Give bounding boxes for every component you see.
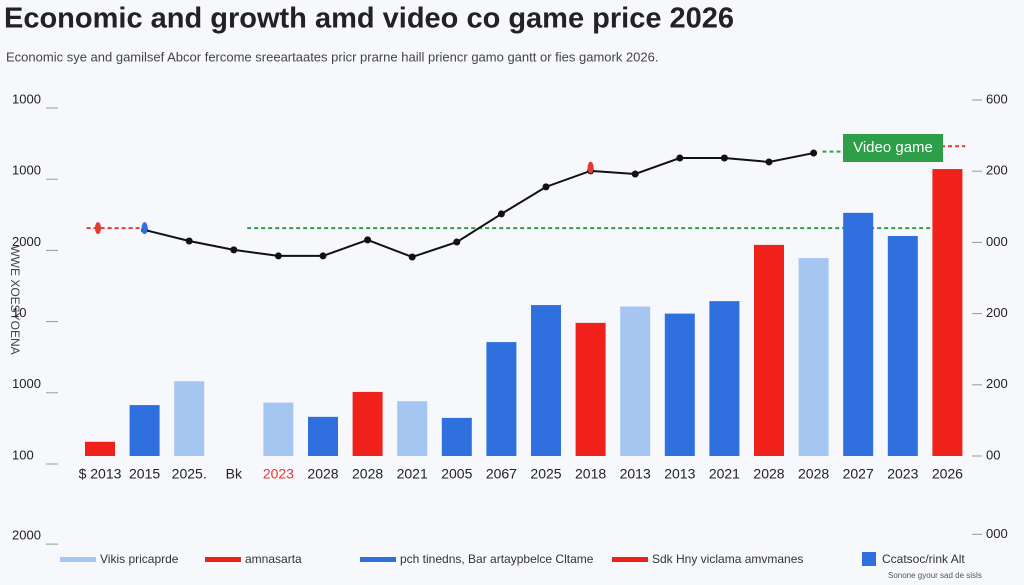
line-point: [364, 236, 372, 244]
x-tick-label: 2021: [397, 466, 428, 482]
line-point: [185, 237, 193, 245]
x-tick-label: 2027: [843, 466, 874, 482]
x-tick-label: 2025.: [172, 466, 207, 482]
y-tick-label: 100: [12, 447, 34, 462]
x-tick-label: 2067: [486, 466, 517, 482]
bar: [887, 235, 918, 456]
bar: [174, 381, 205, 456]
x-tick-label: 2026: [932, 466, 963, 482]
x-tick-label: $ 2013: [79, 466, 122, 482]
line-point: [497, 210, 505, 218]
x-tick-label: 2005: [441, 466, 472, 482]
y2-tick-label: 200: [986, 163, 1008, 178]
line-point: [765, 158, 773, 166]
bar: [263, 402, 294, 456]
x-tick-label: 2028: [753, 466, 784, 482]
line-point: [631, 170, 639, 178]
y-tick-label: 2000: [12, 234, 41, 249]
legend-label: Ccatsoc/rink Alt: [882, 552, 965, 566]
bar: [932, 169, 963, 456]
y2-tick-label: 600: [986, 91, 1008, 106]
line-point: [720, 154, 728, 162]
y-axis-label: WWE XOESYOENA: [8, 245, 22, 354]
y2-tick-label: 000: [986, 234, 1008, 249]
y-tick-label: 1000: [12, 376, 41, 391]
line-point: [408, 253, 416, 261]
legend-swatch: [205, 557, 241, 562]
bar: [129, 405, 160, 456]
y2-tick-label: 000: [986, 526, 1008, 541]
y-tick-label: 10: [12, 305, 26, 320]
marker: [95, 222, 101, 235]
x-tick-label: 2028: [352, 466, 383, 482]
y2-tick-label: 200: [986, 305, 1008, 320]
line-point: [453, 238, 461, 246]
legend-label: Vikis pricaprde: [100, 552, 179, 566]
line-point: [676, 154, 684, 162]
legend-label: Sdk Hny viclama amvmanes: [652, 552, 803, 566]
y2-tick-label: 200: [986, 376, 1008, 391]
bar: [575, 322, 606, 456]
legend-note: Sonone gyour sad de sisls: [888, 571, 982, 580]
x-tick-label: 2025: [530, 466, 561, 482]
x-tick-label: 2013: [620, 466, 651, 482]
y-tick-label: 1000: [12, 163, 41, 178]
line-point: [542, 183, 550, 191]
bar: [397, 401, 428, 456]
chart-title: Economic and growth amd video co game pr…: [4, 3, 734, 35]
bar: [620, 306, 651, 456]
x-tick-label: 2018: [575, 466, 606, 482]
bar: [308, 416, 338, 456]
marker: [141, 222, 148, 235]
bar: [798, 258, 829, 456]
bar: [754, 244, 784, 456]
bar: [85, 441, 115, 456]
legend-swatch: [612, 557, 648, 562]
y2-tick-label: 00: [986, 447, 1000, 462]
annotation: Video game: [853, 139, 933, 156]
marker: [587, 161, 594, 174]
bar: [843, 212, 874, 456]
bar: [664, 313, 695, 456]
bar: [352, 391, 383, 456]
legend-label: pch tinedns, Bar artaypbelce Cltame: [400, 552, 594, 566]
x-tick-label: 2028: [307, 466, 338, 482]
line-point: [274, 252, 282, 260]
bar: [441, 417, 472, 456]
line: [144, 152, 814, 259]
x-tick-label: 2015: [129, 466, 160, 482]
legend-label: amnasarta: [245, 552, 302, 566]
y-tick-label: 2000: [12, 528, 41, 543]
legend-swatch: [360, 557, 396, 562]
x-tick-label: 2021: [709, 466, 740, 482]
y-tick-label: 1000: [12, 91, 41, 106]
legend-swatch: [60, 557, 96, 562]
bar: [486, 342, 517, 456]
x-tick-label: 2023: [263, 466, 294, 482]
x-tick-label: 2023: [887, 466, 918, 482]
x-tick-label: 2028: [798, 466, 829, 482]
x-tick-label: 2013: [664, 466, 695, 482]
chart-subtitle: Economic sye and gamilsef Abcor fercome …: [6, 49, 658, 64]
line-point: [230, 246, 238, 254]
legend-swatch: [862, 552, 876, 566]
line-point: [319, 252, 327, 260]
x-tick-label: Bk: [226, 466, 243, 482]
bar: [709, 301, 740, 456]
annotation-box: [843, 134, 943, 162]
bar: [531, 305, 561, 456]
line-point: [810, 149, 818, 157]
